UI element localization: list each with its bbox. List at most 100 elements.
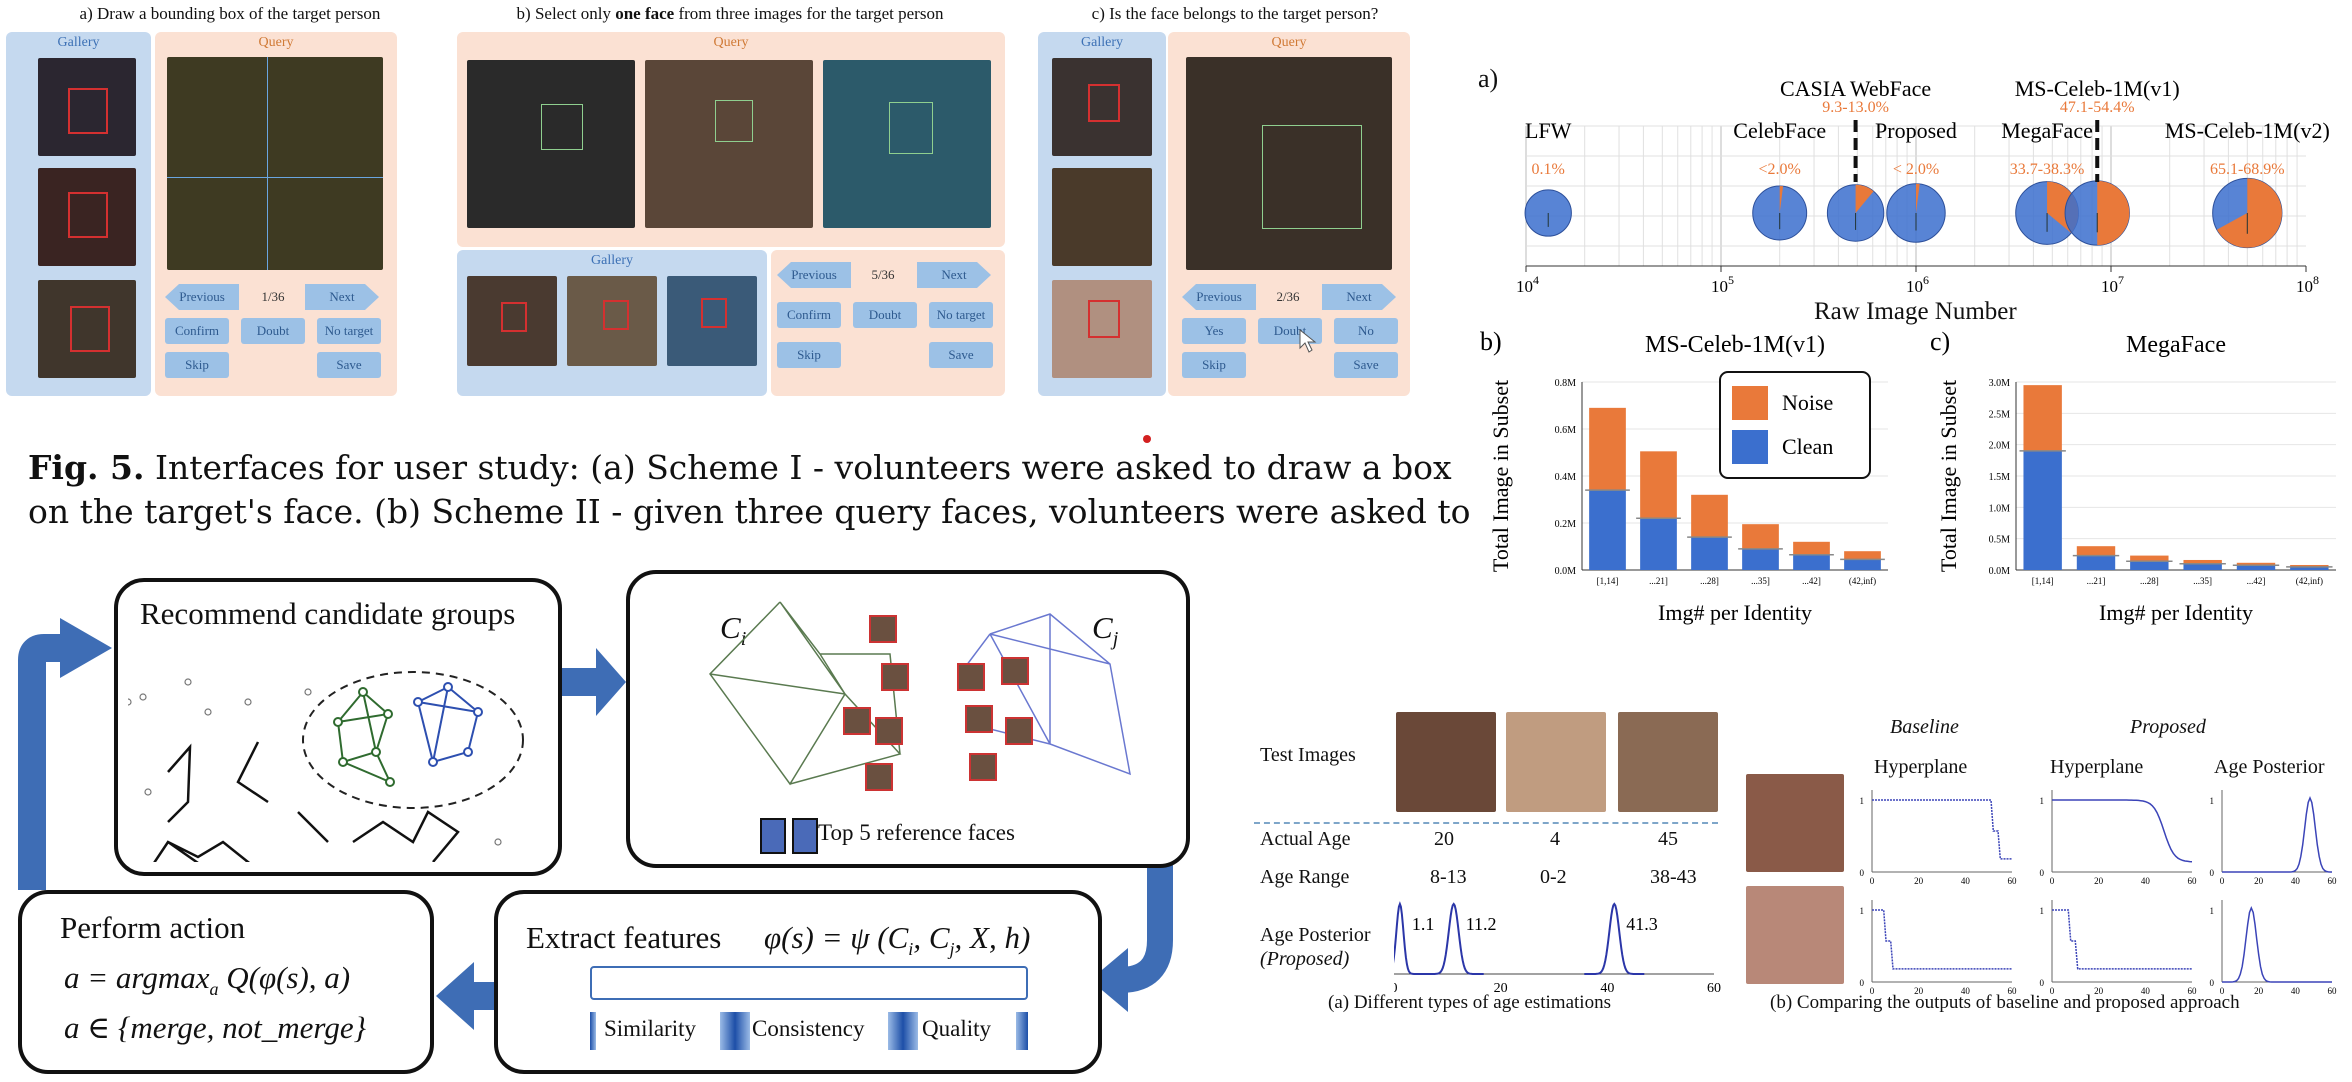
x-tick-label: 20 [2094,986,2104,996]
y-tick-label: 0.5M [1989,535,2011,546]
age-posterior-curves: 0 20 40 60 11.2 1.1 41.3 [1394,901,1721,996]
skip-button[interactable]: Skip [777,342,841,368]
gallery-face-3[interactable] [667,276,757,366]
action-set: a ∈ {merge, not_merge} [64,1010,366,1045]
confirm-button[interactable]: Confirm [777,302,841,328]
bar-noise [1691,494,1728,538]
panel-b-gallery: Gallery [457,250,767,396]
doubt-button[interactable]: Doubt [241,318,305,344]
x-tick-label: 40 [2141,876,2151,886]
skip-button[interactable]: Skip [1182,352,1246,378]
query-face-1[interactable] [467,60,635,228]
y-tick-label: 1 [2040,906,2045,916]
query-image[interactable] [1186,57,1392,270]
no-target-button[interactable]: No target [317,318,381,344]
test-face-1 [1396,712,1496,812]
confirm-button[interactable]: Confirm [165,318,229,344]
x-tick-label: 40 [1600,981,1614,996]
chart-title: MegaFace [2126,332,2226,358]
hyperplane-curve [2052,799,2193,863]
bar-clean [2023,450,2062,570]
posterior-curve [1423,902,1484,975]
cluster-graph [709,601,1131,791]
x-tick-label: 20 [1914,876,1924,886]
previous-button[interactable]: Previous [777,262,851,288]
query-label: Query [1271,35,1307,50]
actual-age-label: Actual Age [1260,828,1351,850]
x-tick-label: 60 [2328,876,2338,886]
next-button[interactable]: Next [1322,284,1396,310]
next-button[interactable]: Next [917,262,991,288]
gallery-label: Gallery [591,253,633,268]
save-button[interactable]: Save [929,342,993,368]
doubt-button[interactable]: Doubt [1258,318,1322,344]
no-button[interactable]: No [1334,318,1398,344]
skip-button[interactable]: Skip [165,352,229,378]
x-tick-label: ...21] [1649,576,1668,586]
top5-label: Top 5 reference faces [818,820,1015,845]
noise-rate-label: 9.3-13.0% [1822,99,1889,116]
test-images-label: Test Images [1260,744,1356,766]
gallery-face-1[interactable] [467,276,557,366]
bar-clean [1691,537,1728,570]
gallery-face-1[interactable] [1052,58,1152,156]
gallery-face-2[interactable] [38,168,136,266]
save-button[interactable]: Save [1334,352,1398,378]
dataset-name-label: MS-Celeb-1M(v1) [2015,76,2180,101]
query-face-2[interactable] [645,60,813,228]
query-image[interactable] [167,57,383,270]
noise-rate-label: 65.1-68.9% [2210,161,2285,178]
bar-clean [1640,518,1677,570]
actual-age-2: 4 [1550,828,1560,850]
x-tick-label: ...35] [2193,576,2212,586]
chart-a-xlabel: Raw Image Number [1814,298,2017,325]
gallery-face-2[interactable] [567,276,657,366]
yes-button[interactable]: Yes [1182,318,1246,344]
bar-clean [2183,563,2222,570]
query-face-3[interactable] [823,60,991,228]
x-tick-label: 20 [2094,876,2104,886]
x-tick-label: [1,14] [1597,576,1619,586]
consistency-segment [720,1012,750,1050]
noise-slice [1855,184,1874,213]
previous-button[interactable]: Previous [1182,284,1256,310]
y-tick-label: 0 [2040,868,2045,878]
bar-noise [2023,385,2062,451]
gallery-face-3[interactable] [38,280,136,378]
save-button[interactable]: Save [317,352,381,378]
dashed-separator [1254,822,1718,824]
gallery-face-1[interactable] [38,58,136,156]
quality-segment [888,1012,918,1050]
consistency-label: Consistency [752,1016,865,1041]
no-target-button[interactable]: No target [929,302,993,328]
x-tick-label: ...28] [1700,576,1719,586]
bar-noise [1589,407,1626,491]
feature-equation: φ(s) = ψ (Ci, Cj, X, h) [764,920,1031,960]
x-tick-label: 107 [2101,273,2124,296]
gallery-face-3[interactable] [1052,280,1152,378]
gallery-face-2[interactable] [1052,168,1152,266]
y-tick-label: 1 [2210,906,2215,916]
bar-noise [2183,559,2222,564]
previous-button[interactable]: Previous [165,284,239,310]
x-tick-label: 40 [1961,986,1971,996]
doubt-button[interactable]: Doubt [853,302,917,328]
x-tick-label: ...35] [1751,576,1770,586]
proposed-header: Proposed [2130,716,2206,738]
y-tick-label: 1.0M [1989,503,2011,514]
x-tick-label: 20 [1914,986,1924,996]
noise-slice [1916,183,1920,213]
panel-a-query: Query Previous 1/36 Next Confirm Doubt N… [155,32,397,396]
y-tick-label: 0.8M [1555,378,1577,389]
bar-clean [2236,565,2276,570]
next-button[interactable]: Next [305,284,379,310]
x-tick-label: 0 [2220,986,2225,996]
panel-c-gallery: Gallery [1038,32,1166,396]
megaface-bar-chart: c) MegaFace Total Image in Subset Img# per … [1930,330,2336,625]
bar-noise [1742,524,1779,549]
compare-panel: Baseline Proposed Hyperplane Hyperplane … [1740,700,2340,1080]
compare-face-1 [1746,774,1844,872]
x-tick-label: ...21] [2087,576,2106,586]
legend-swatch-clean [1732,430,1768,464]
x-tick-label: 20 [2254,986,2264,996]
